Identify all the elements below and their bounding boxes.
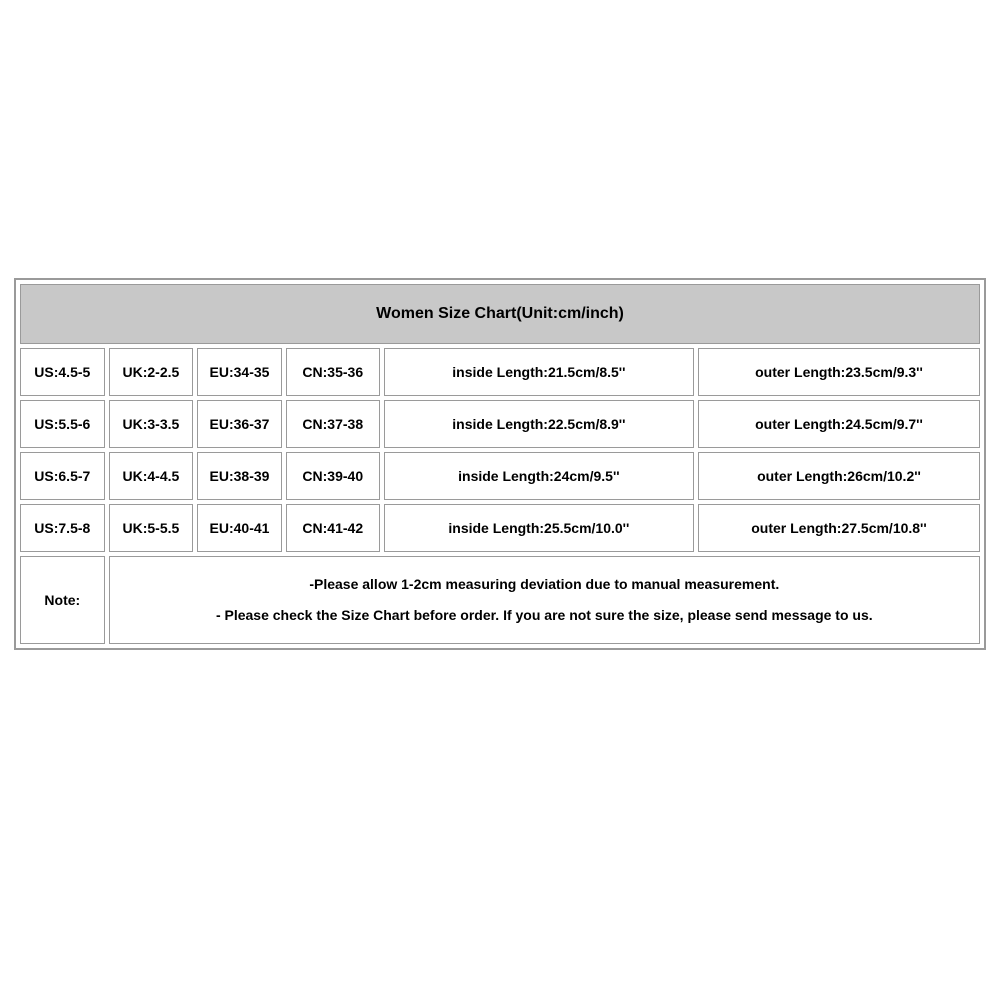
note-line-2: - Please check the Size Chart before ord… (216, 607, 873, 623)
table-header-row: Women Size Chart(Unit:cm/inch) (20, 284, 980, 344)
table-row: US:4.5-5 UK:2-2.5 EU:34-35 CN:35-36 insi… (20, 348, 980, 396)
cell-uk: UK:4-4.5 (109, 452, 194, 500)
table-row: US:6.5-7 UK:4-4.5 EU:38-39 CN:39-40 insi… (20, 452, 980, 500)
cell-cn: CN:35-36 (286, 348, 380, 396)
cell-us: US:5.5-6 (20, 400, 105, 448)
note-body: -Please allow 1-2cm measuring deviation … (109, 556, 980, 644)
table-title: Women Size Chart(Unit:cm/inch) (20, 284, 980, 344)
cell-cn: CN:41-42 (286, 504, 380, 552)
cell-uk: UK:2-2.5 (109, 348, 194, 396)
cell-uk: UK:3-3.5 (109, 400, 194, 448)
note-line-1: -Please allow 1-2cm measuring deviation … (309, 576, 779, 592)
cell-eu: EU:40-41 (197, 504, 282, 552)
cell-outer: outer Length:23.5cm/9.3'' (698, 348, 980, 396)
table-row: US:7.5-8 UK:5-5.5 EU:40-41 CN:41-42 insi… (20, 504, 980, 552)
cell-outer: outer Length:26cm/10.2'' (698, 452, 980, 500)
table-note-row: Note: -Please allow 1-2cm measuring devi… (20, 556, 980, 644)
table-row: US:5.5-6 UK:3-3.5 EU:36-37 CN:37-38 insi… (20, 400, 980, 448)
cell-us: US:7.5-8 (20, 504, 105, 552)
cell-inside: inside Length:22.5cm/8.9'' (384, 400, 694, 448)
cell-eu: EU:34-35 (197, 348, 282, 396)
cell-outer: outer Length:24.5cm/9.7'' (698, 400, 980, 448)
cell-inside: inside Length:21.5cm/8.5'' (384, 348, 694, 396)
cell-eu: EU:38-39 (197, 452, 282, 500)
cell-outer: outer Length:27.5cm/10.8'' (698, 504, 980, 552)
note-label: Note: (20, 556, 105, 644)
cell-inside: inside Length:24cm/9.5'' (384, 452, 694, 500)
cell-uk: UK:5-5.5 (109, 504, 194, 552)
cell-inside: inside Length:25.5cm/10.0'' (384, 504, 694, 552)
size-chart-table: Women Size Chart(Unit:cm/inch) US:4.5-5 … (14, 278, 986, 650)
cell-us: US:4.5-5 (20, 348, 105, 396)
cell-eu: EU:36-37 (197, 400, 282, 448)
cell-us: US:6.5-7 (20, 452, 105, 500)
cell-cn: CN:39-40 (286, 452, 380, 500)
cell-cn: CN:37-38 (286, 400, 380, 448)
